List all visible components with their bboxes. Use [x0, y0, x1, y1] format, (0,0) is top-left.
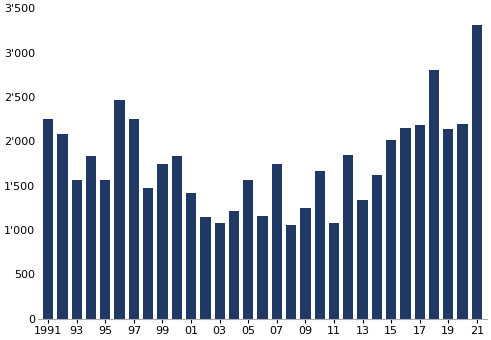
Bar: [329, 223, 339, 319]
Bar: [143, 188, 153, 319]
Bar: [343, 155, 354, 319]
Bar: [300, 208, 310, 319]
Bar: [57, 134, 68, 319]
Bar: [272, 165, 282, 319]
Bar: [200, 217, 211, 319]
Bar: [172, 155, 182, 319]
Bar: [372, 175, 382, 319]
Bar: [286, 225, 296, 319]
Bar: [386, 139, 396, 319]
Bar: [129, 119, 139, 319]
Bar: [186, 193, 196, 319]
Bar: [357, 200, 368, 319]
Bar: [157, 164, 167, 319]
Bar: [400, 128, 410, 319]
Bar: [257, 216, 268, 319]
Bar: [429, 70, 439, 319]
Bar: [114, 101, 125, 319]
Bar: [229, 210, 239, 319]
Bar: [100, 181, 110, 319]
Bar: [315, 171, 325, 319]
Bar: [243, 180, 253, 319]
Bar: [86, 155, 96, 319]
Bar: [414, 125, 425, 319]
Bar: [72, 181, 82, 319]
Bar: [43, 119, 54, 319]
Bar: [472, 25, 482, 319]
Bar: [215, 223, 225, 319]
Bar: [458, 124, 468, 319]
Bar: [443, 129, 453, 319]
